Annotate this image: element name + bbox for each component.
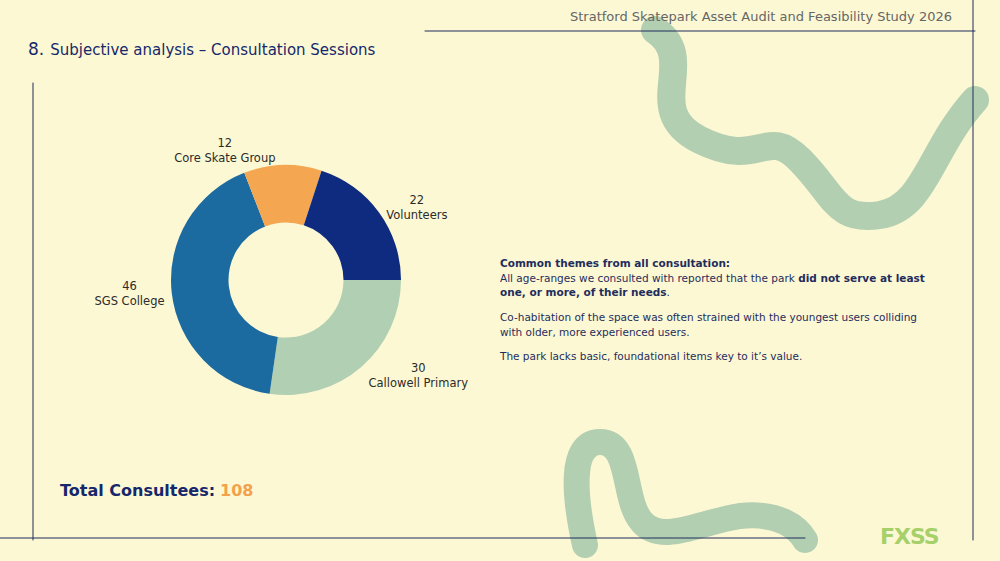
- svg-text:12Core Skate Group: 12Core Skate Group: [174, 136, 275, 165]
- svg-text:46SGS College: 46SGS College: [94, 279, 164, 308]
- html-text:Co-habitation of the space was: Co-habitation of the space was often str…: [500, 311, 917, 338]
- html-text:8. Subjective analysis – Consu: 8. Subjective analysis – Consultation Se…: [28, 39, 376, 59]
- html-text:Stratford Skatepark Asset Audi: Stratford Skatepark Asset Audit and Feas…: [570, 9, 952, 24]
- html-text:Common themes from all consult: Common themes from all consultation:: [500, 257, 731, 269]
- html-text:All age-ranges we consulted wi: All age-ranges we consulted with reporte…: [500, 271, 925, 299]
- svg-text:30Callowell Primary: 30Callowell Primary: [369, 361, 469, 390]
- html-text:The park lacks basic, foundati: The park lacks basic, foundational items…: [500, 350, 803, 363]
- html-text:FXSS: FXSS: [880, 524, 939, 549]
- svg-text:22Volunteers: 22Volunteers: [386, 193, 447, 222]
- html-text:Total Consultees: 108: Total Consultees: 108: [60, 481, 254, 500]
